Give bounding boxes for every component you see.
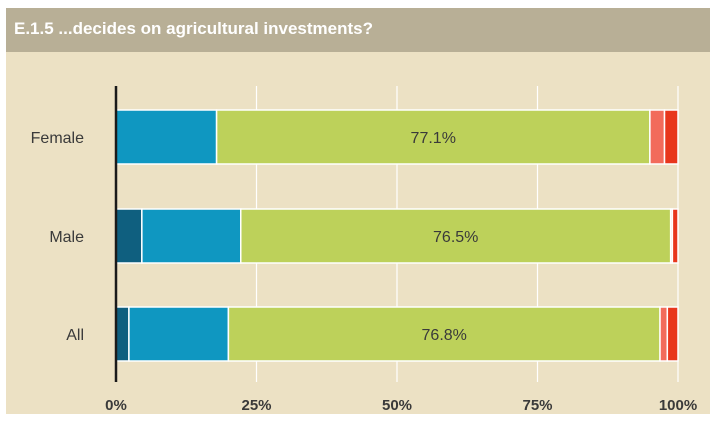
bar-segment	[666, 306, 679, 362]
data-label: 77.1%	[411, 130, 456, 147]
bar-segment	[115, 109, 218, 165]
category-label: All	[66, 327, 84, 344]
x-tick-label: 25%	[241, 397, 271, 414]
x-tick-label: 100%	[659, 397, 697, 414]
bar-segment	[128, 306, 230, 362]
chart-title: E.1.5 ...decides on agricultural investm…	[14, 19, 374, 38]
bar-segment	[663, 109, 679, 165]
bar-segment	[115, 306, 130, 362]
bar-segment	[671, 208, 679, 264]
bar-segment	[649, 109, 666, 165]
data-label: 76.8%	[422, 327, 467, 344]
category-label: Female	[31, 130, 84, 147]
bar-segment	[227, 306, 661, 362]
x-tick-label: 50%	[382, 397, 412, 414]
category-label: Male	[49, 229, 84, 246]
bar-segment	[115, 208, 143, 264]
bar-segment	[141, 208, 242, 264]
data-label: 76.5%	[433, 229, 478, 246]
bar-segment	[240, 208, 672, 264]
bar-segment	[659, 306, 669, 362]
x-tick-label: 0%	[105, 397, 127, 414]
bar-segment	[215, 109, 651, 165]
chart-header: E.1.5 ...decides on agricultural investm…	[6, 8, 710, 52]
x-tick-label: 75%	[522, 397, 552, 414]
